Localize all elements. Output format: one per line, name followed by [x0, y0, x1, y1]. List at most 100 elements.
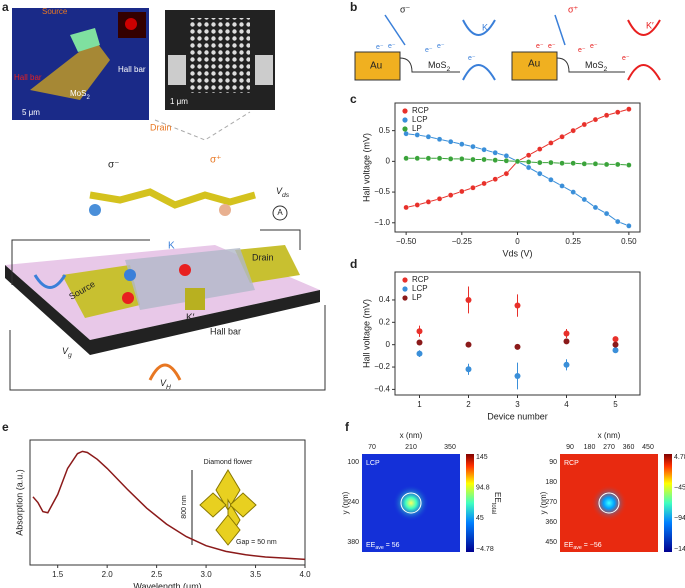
- y-tick-label: 0.5: [379, 126, 391, 135]
- marker: [425, 155, 432, 162]
- label: LCP: [366, 460, 380, 467]
- point: [514, 372, 521, 379]
- x-tick-label: −0.50: [396, 237, 417, 246]
- y-tick-label: −0.2: [374, 362, 390, 371]
- x-tick-label: 0: [515, 237, 520, 246]
- y-tick-label: 0.2: [379, 317, 391, 326]
- marker: [626, 162, 632, 168]
- diamond: [199, 492, 257, 546]
- marker: [481, 146, 487, 153]
- label: e⁻: [548, 43, 556, 50]
- hall-bar-pad: [185, 288, 205, 310]
- x-tick-label: 2: [466, 400, 471, 409]
- ammeter: [272, 205, 288, 221]
- marker: [559, 183, 565, 189]
- legend-marker: [402, 108, 408, 114]
- marker: [614, 109, 621, 116]
- y-tick-label: −1.0: [374, 218, 390, 227]
- label: RCP: [564, 460, 579, 467]
- point: [416, 350, 423, 357]
- label: 210: [405, 444, 417, 451]
- panel-a-art: [5, 8, 326, 391]
- label: e⁻: [437, 43, 445, 50]
- label: K′: [646, 20, 654, 30]
- label: Hall bar: [118, 65, 146, 74]
- marker: [548, 140, 554, 146]
- substrate-edge: [5, 265, 320, 355]
- pad: [168, 55, 186, 85]
- label: Source: [42, 7, 68, 16]
- marker: [626, 106, 632, 112]
- marker: [492, 157, 499, 163]
- source-pad: [62, 265, 140, 318]
- marker: [514, 158, 521, 165]
- label-sub: ave: [375, 545, 384, 551]
- legend-marker: [402, 277, 408, 283]
- marker: [536, 170, 543, 177]
- label: Diamond flower: [204, 459, 253, 466]
- label-main: EE: [366, 542, 376, 549]
- x-axis-label: Wavelength (μm): [133, 581, 201, 588]
- label: K′: [186, 313, 195, 324]
- marker: [570, 160, 576, 166]
- hotspot: [591, 485, 627, 521]
- label-main: EE: [564, 542, 574, 549]
- label: A: [277, 208, 283, 217]
- marker: [581, 161, 588, 167]
- series-line: [32, 450, 306, 561]
- drain-pad: [235, 245, 300, 283]
- point: [465, 296, 472, 303]
- marker: [414, 132, 421, 138]
- label: σ⁻: [400, 4, 411, 14]
- valley: [627, 19, 661, 81]
- y-axis-label: Hall voltage (mV): [361, 299, 371, 368]
- label: 360: [623, 444, 635, 451]
- plot-frame: [29, 439, 306, 566]
- label: Au: [370, 61, 382, 72]
- antennas: [89, 188, 256, 209]
- pad: [255, 55, 273, 85]
- x-tick-label: 2.0: [102, 570, 114, 579]
- marker: [403, 130, 409, 137]
- point: [612, 341, 619, 348]
- spot: [125, 18, 137, 30]
- electrodes: [30, 40, 110, 100]
- au-left: [354, 51, 401, 81]
- label-sub: ave: [573, 545, 582, 551]
- colorbar: [466, 454, 474, 552]
- label: 180: [545, 479, 557, 486]
- marker: [614, 161, 621, 168]
- marker: [436, 136, 443, 143]
- marker: [403, 204, 409, 211]
- label: 180: [584, 444, 596, 451]
- point: [416, 328, 423, 335]
- marker: [414, 202, 421, 208]
- label-sub: ds: [282, 192, 290, 199]
- label: σ⁺: [568, 4, 579, 14]
- label: σ⁻: [108, 160, 119, 171]
- hotspot: [393, 485, 429, 521]
- label: σ⁺: [210, 155, 221, 166]
- y-axis-label: Hall voltage (mV): [361, 133, 371, 202]
- label: 270: [545, 499, 557, 506]
- label: e⁻: [376, 44, 384, 51]
- marker: [492, 149, 499, 156]
- marker: [436, 155, 443, 162]
- panel-f-art: [362, 454, 672, 552]
- x-tick-label: 0.50: [621, 237, 637, 246]
- marker: [492, 176, 499, 182]
- point: [416, 339, 423, 346]
- label: e⁻: [425, 47, 433, 54]
- label-main: EE: [493, 492, 502, 503]
- x-tick-label: 0.25: [565, 237, 581, 246]
- rotation: [598, 492, 620, 514]
- legend-label: LP: [412, 124, 422, 133]
- panel-b-art: [354, 14, 661, 81]
- electron: [122, 292, 134, 304]
- marker: [592, 204, 599, 211]
- label: x (nm): [598, 431, 621, 440]
- marker: [481, 156, 487, 163]
- marker: [425, 133, 432, 140]
- label-sub: 2: [86, 95, 90, 101]
- point: [514, 343, 521, 350]
